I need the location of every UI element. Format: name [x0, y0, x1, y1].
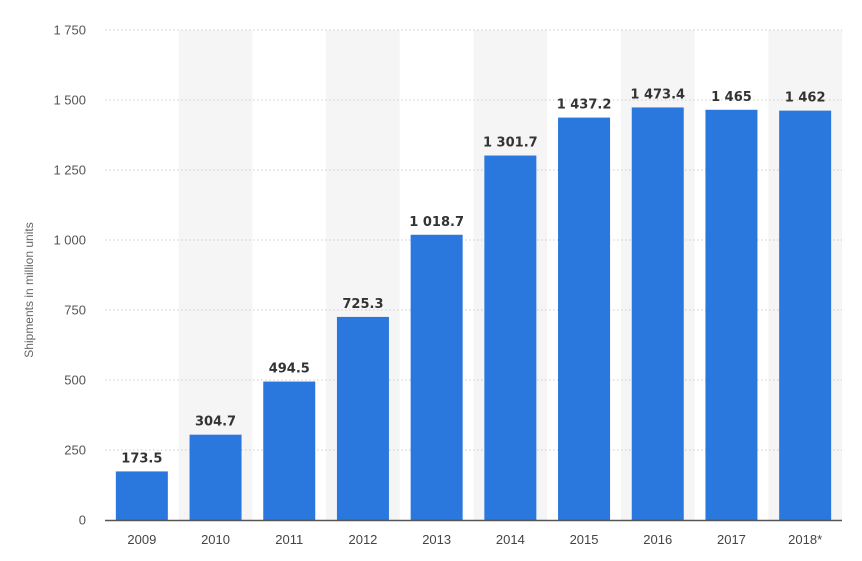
- x-tick-label: 2012: [348, 532, 377, 547]
- bar: [115, 471, 168, 520]
- data-label: 1 437.2: [557, 98, 612, 113]
- data-label: 304.7: [195, 415, 236, 430]
- x-tick-label: 2009: [127, 532, 156, 547]
- data-label: 173.5: [121, 451, 162, 466]
- data-label: 1 473.4: [630, 87, 685, 102]
- y-axis-label: Shipments in million units: [22, 222, 36, 357]
- bar: [410, 234, 463, 520]
- y-axis-ticks: 0 250 500 750 1 000 1 250 1 500 1 750: [53, 23, 86, 528]
- y-tick-label: 1 000: [53, 233, 86, 248]
- bar: [189, 434, 242, 520]
- data-label: 494.5: [269, 362, 310, 377]
- data-label: 1 465: [711, 90, 752, 105]
- data-label: 725.3: [342, 297, 383, 312]
- x-tick-label: 2018*: [788, 532, 822, 547]
- x-tick-label: 2015: [570, 532, 599, 547]
- bar: [705, 109, 758, 521]
- x-axis-ticks: 2009 2010 2011 2012 2013 2014 2015 2016 2017 2018…: [127, 532, 822, 547]
- y-tick-label: 1 750: [53, 23, 86, 38]
- x-tick-label: 2017: [717, 532, 746, 547]
- x-tick-label: 2014: [496, 532, 525, 547]
- x-tick-label: 2011: [275, 532, 303, 547]
- x-tick-label: 2010: [201, 532, 230, 547]
- bar: [779, 110, 832, 520]
- y-tick-label: 250: [64, 443, 86, 458]
- data-label: 1 301.7: [483, 136, 538, 151]
- bar: [336, 316, 389, 520]
- bar: [631, 107, 684, 520]
- bar: [484, 155, 537, 521]
- x-tick-label: 2016: [643, 532, 672, 547]
- data-label: 1 018.7: [409, 215, 464, 230]
- bar: [558, 117, 611, 521]
- y-tick-label: 500: [64, 373, 86, 388]
- bar: [263, 381, 316, 520]
- y-tick-label: 750: [64, 303, 86, 318]
- x-tick-label: 2013: [422, 532, 451, 547]
- y-tick-label: 1 500: [53, 93, 86, 108]
- data-label: 1 462: [785, 91, 826, 106]
- data-labels: 173.5 304.7 494.5 725.3 1 018.7 1 301.7 1 437.…: [121, 87, 825, 466]
- bars: [115, 107, 832, 521]
- gridlines: [105, 29, 842, 451]
- y-tick-label: 1 250: [53, 163, 86, 178]
- y-tick-label: 0: [79, 513, 86, 528]
